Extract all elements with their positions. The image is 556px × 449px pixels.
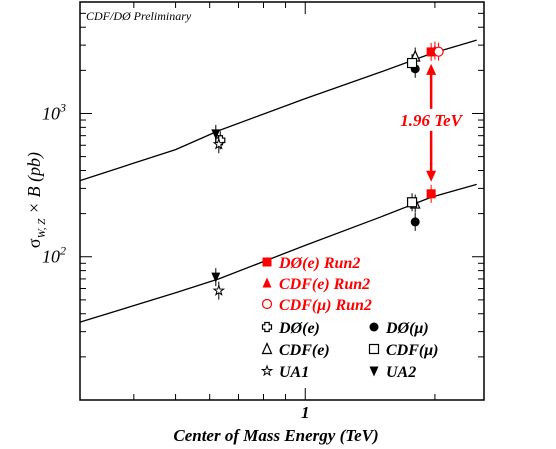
- legend-label: CDF(e): [279, 342, 330, 359]
- data-point: [212, 137, 226, 150]
- legend-marker: [260, 364, 274, 377]
- y-tick-label: 102: [42, 244, 66, 267]
- y-tick-label: 103: [42, 100, 66, 123]
- y-axis-label: σW, Z × B (pb): [24, 152, 48, 248]
- legend-marker: [369, 322, 379, 332]
- legend-label: DØ(e) Run2: [278, 255, 360, 272]
- legend-marker: [261, 321, 273, 333]
- data-point: [426, 189, 436, 199]
- x-tick-label: 1: [301, 403, 310, 422]
- y-axis-sigma: σ: [24, 238, 44, 248]
- arrow-head-down: [426, 170, 437, 182]
- legend-marker: [261, 298, 273, 310]
- arrow-label: 1.96 TeV: [400, 111, 463, 130]
- data-point: [211, 272, 221, 283]
- legend-label: UA1: [279, 364, 309, 381]
- energy-arrow: 1.96 TeV: [397, 63, 466, 182]
- legend-label: UA2: [386, 364, 416, 381]
- data-point: [433, 46, 444, 57]
- preliminary-note: CDF/DØ Preliminary: [86, 9, 192, 23]
- legend-marker: [262, 277, 272, 288]
- arrow-head-up: [426, 63, 437, 75]
- data-point: [410, 217, 420, 227]
- arrow-label-bg: [397, 108, 466, 131]
- legend-marker: [368, 343, 380, 355]
- data-point: [212, 284, 226, 296]
- y-axis-subscript: W, Z: [36, 218, 48, 239]
- x-axis-label: Center of Mass Energy (TeV): [173, 426, 378, 445]
- data-point: [406, 197, 418, 208]
- y-axis-label-rest: × B (pb): [24, 152, 45, 219]
- data-point: [426, 47, 436, 57]
- legend-marker: [261, 342, 273, 355]
- legend-marker: [262, 257, 272, 267]
- plot-frame: [79, 1, 485, 401]
- data-point: [211, 129, 221, 140]
- legend-label: CDF(e) Run2: [279, 276, 370, 293]
- data-points: [211, 41, 444, 300]
- axis-ticks: 1 102 103: [42, 2, 484, 422]
- legend-marker: [369, 366, 379, 377]
- legend-label: CDF(μ): [386, 342, 438, 359]
- legend-label: DØ(μ): [385, 320, 429, 337]
- data-point: [406, 57, 418, 69]
- legend-label: CDF(μ) Run2: [279, 297, 372, 314]
- legend-label: DØ(e): [278, 320, 320, 337]
- legend: DØ(e) Run2 CDF(e) Run2 CDF(μ) Run2 DØ(e) DØ(…: [260, 255, 438, 381]
